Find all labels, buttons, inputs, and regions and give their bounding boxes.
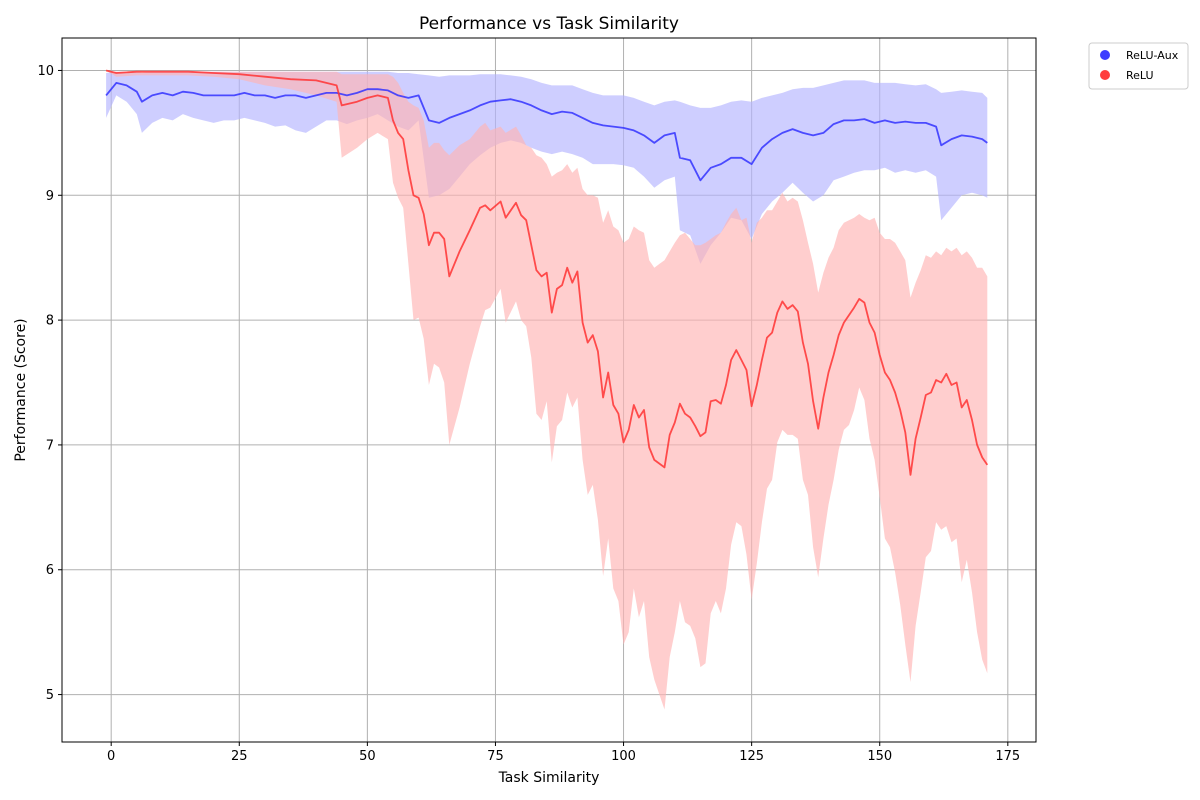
y-axis-ticks: 5 6 7 8 9 10: [37, 64, 62, 703]
relu-aux-mean-line: [105, 82, 988, 182]
confidence-bands: [106, 70, 988, 710]
x-tick-label: 100: [611, 749, 636, 764]
y-tick-label: 9: [46, 189, 54, 204]
relu-aux-confidence-band: [106, 71, 988, 264]
plot-frame: [61, 37, 1037, 743]
y-tick-label: 5: [46, 688, 54, 703]
series-lines: [105, 69, 989, 476]
relu-confidence-band: [106, 70, 988, 710]
chart-title: Performance vs Task Similarity: [419, 14, 679, 34]
x-tick-label: 175: [995, 749, 1020, 764]
x-tick-label: 0: [107, 749, 115, 764]
y-tick-label: 7: [46, 438, 54, 453]
legend-box: [1088, 42, 1189, 90]
x-axis-title: Task Similarity: [498, 770, 600, 786]
relu-mean-line: [105, 69, 989, 476]
legend-label-relu: ReLU: [1126, 69, 1154, 82]
y-axis-title: Performance (Score): [13, 318, 29, 461]
y-tick-label: 6: [46, 563, 54, 578]
x-tick-label: 150: [867, 749, 892, 764]
legend-marker-relu-aux: [1100, 50, 1110, 60]
x-tick-label: 75: [487, 749, 504, 764]
x-tick-label: 125: [739, 749, 764, 764]
y-tick-label: 8: [46, 314, 54, 329]
x-axis-ticks: 0 25 50 75 100 125 150 175: [107, 742, 1020, 764]
legend-marker-relu: [1100, 70, 1110, 80]
x-tick-label: 50: [359, 749, 376, 764]
y-tick-label: 10: [37, 64, 54, 79]
legend: ReLU-Aux ReLU: [1088, 42, 1189, 90]
legend-label-relu-aux: ReLU-Aux: [1126, 49, 1179, 62]
x-tick-label: 25: [231, 749, 248, 764]
